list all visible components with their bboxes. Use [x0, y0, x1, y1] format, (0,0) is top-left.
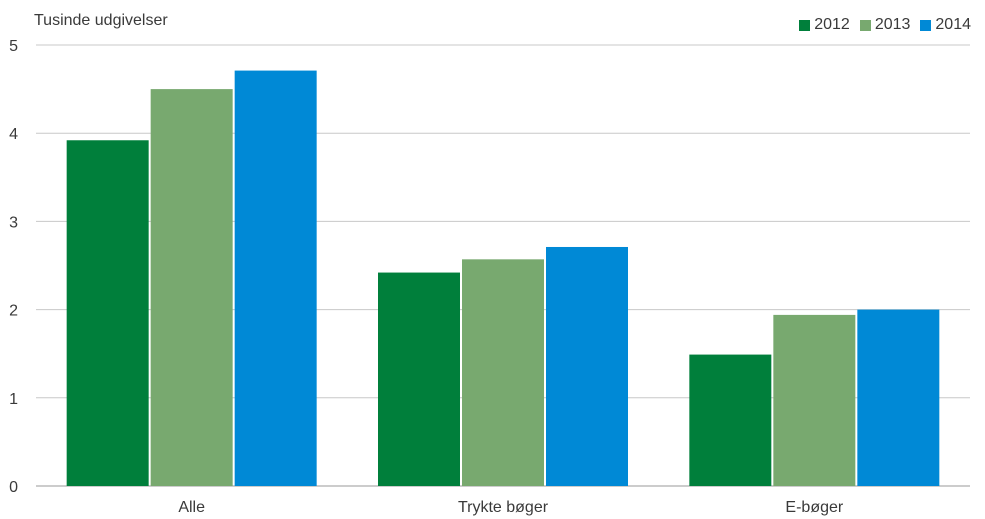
bar-2012-1: [378, 272, 460, 486]
x-tick-label-0: Alle: [178, 499, 205, 516]
bar-2012-2: [689, 354, 772, 486]
legend-item-2014: 2014: [920, 16, 971, 34]
legend-item-2013: 2013: [859, 16, 911, 34]
y-tick-label-1: 1: [9, 391, 18, 408]
bar-2014-1: [546, 246, 628, 486]
legend-label-2014: 2014: [935, 16, 971, 33]
bar-2013-1: [462, 259, 544, 486]
legend-item-2012: 2012: [799, 16, 850, 34]
y-axis-title: Tusinde udgivelser: [34, 12, 168, 29]
y-tick-label-3: 3: [9, 214, 18, 231]
x-tick-label-2: E-bøger: [785, 499, 843, 516]
bar-2013-2: [773, 314, 856, 486]
bar-2014-2: [857, 309, 940, 486]
legend-swatch-2014: [920, 19, 932, 31]
x-tick-label-1: Trykte bøger: [458, 499, 549, 516]
legend-swatch-2013: [859, 19, 871, 31]
y-tick-label-4: 4: [9, 126, 18, 143]
legend-swatch-2012: [799, 19, 811, 31]
bar-2013-0: [150, 89, 233, 486]
legend-label-2013: 2013: [874, 16, 911, 33]
y-tick-label-0: 0: [9, 479, 18, 496]
y-tick-label-5: 5: [9, 38, 18, 55]
legend: 2012 2013 2014: [799, 16, 971, 34]
bar-2012-0: [66, 140, 149, 487]
y-tick-label-2: 2: [9, 303, 18, 320]
legend-label-2012: 2012: [814, 16, 850, 33]
bar-2014-0: [234, 70, 317, 486]
